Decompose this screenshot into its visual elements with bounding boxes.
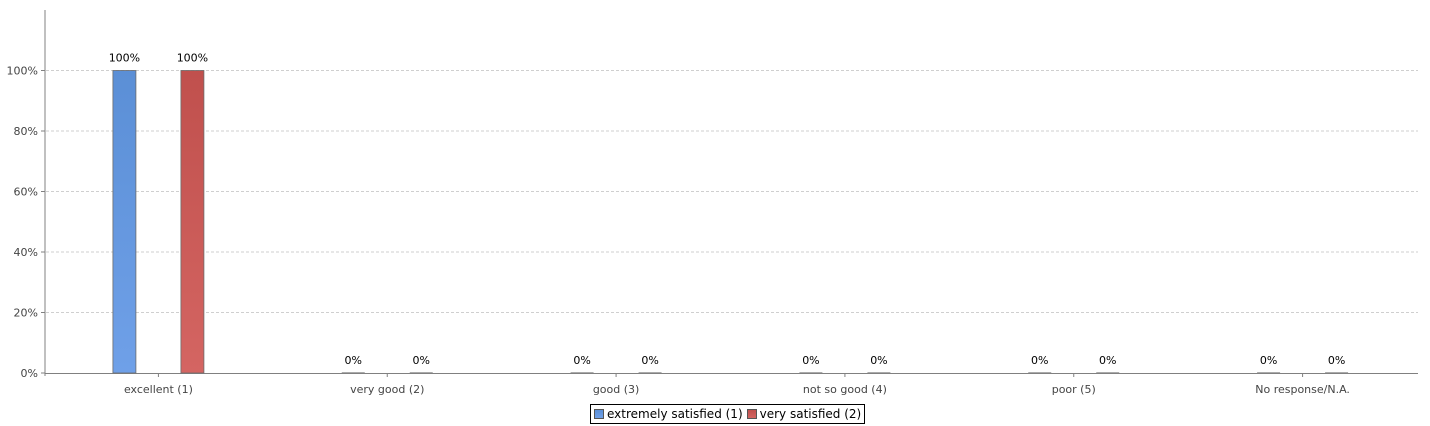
legend-label-series-2: very satisfied (2) (759, 407, 862, 421)
data-label: 0% (573, 354, 590, 367)
y-tick-label: 40% (14, 246, 38, 259)
x-tick-label: No response/N.A. (1255, 383, 1350, 396)
data-label: 0% (345, 354, 362, 367)
y-tick-label: 100% (7, 65, 38, 78)
y-tick-label: 80% (14, 125, 38, 138)
data-label: 0% (1328, 354, 1345, 367)
y-tick-label: 60% (14, 186, 38, 199)
bar (180, 70, 205, 374)
legend: extremely satisfied (1) very satisfied (… (590, 404, 866, 424)
data-label: 0% (870, 354, 887, 367)
bar (112, 70, 137, 374)
legend-item-series-1: extremely satisfied (1) (594, 407, 743, 421)
data-label: 0% (1031, 354, 1048, 367)
legend-swatch-series-1 (594, 409, 604, 419)
data-label: 0% (413, 354, 430, 367)
y-tick-label: 0% (21, 367, 38, 380)
data-label: 0% (1099, 354, 1116, 367)
legend-swatch-series-2 (746, 409, 757, 419)
data-label: 0% (1260, 354, 1277, 367)
x-tick-label: poor (5) (1052, 383, 1096, 396)
x-tick-label: not so good (4) (803, 383, 887, 396)
legend-label-series-1: extremely satisfied (1) (607, 407, 743, 421)
bar-chart: 0% 20% 40% 60% 80% 100% 100% 100% excellent (1) 0… (7, 10, 1418, 396)
y-tick-label: 20% (14, 307, 38, 320)
data-label: 100% (109, 52, 140, 65)
data-label: 0% (802, 354, 819, 367)
data-label: 100% (177, 52, 208, 65)
x-tick-label: good (3) (593, 383, 640, 396)
x-tick-label: excellent (1) (124, 383, 193, 396)
data-label: 0% (641, 354, 658, 367)
legend-item-series-2: very satisfied (2) (746, 407, 862, 421)
x-tick-label: very good (2) (350, 383, 424, 396)
